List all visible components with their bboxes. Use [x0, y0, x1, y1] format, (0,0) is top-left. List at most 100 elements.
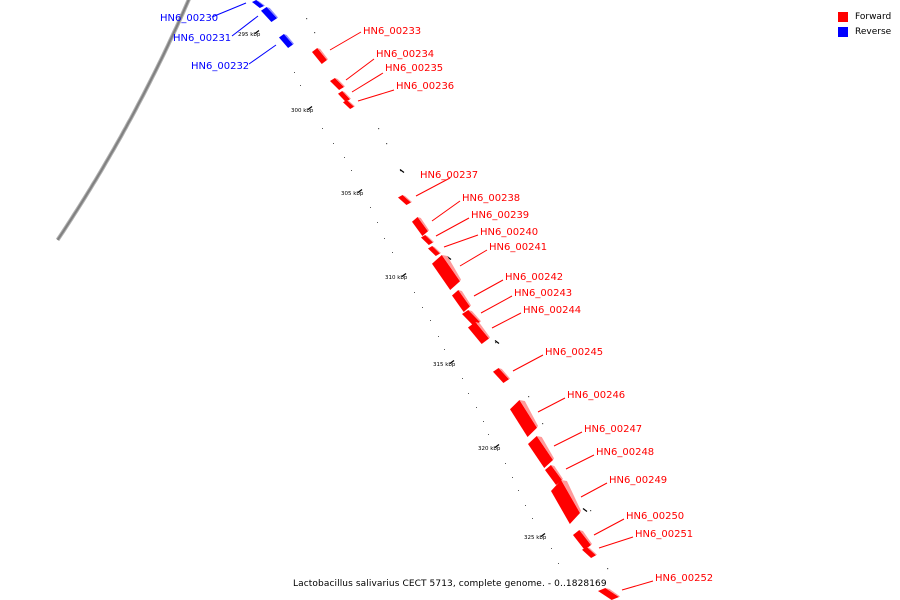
gene-hn6_00238: HN6_00238	[412, 193, 520, 236]
gene-block	[528, 436, 553, 468]
genome-caption: Lactobacillus salivarius CECT 5713, comp…	[293, 579, 607, 589]
tick-label: 325 kbp	[524, 535, 547, 541]
gene-label-leader	[480, 295, 513, 314]
gene-block-highlight	[579, 530, 592, 545]
gene-hn6_00247: HN6_00247	[528, 424, 642, 468]
minor-tick	[505, 463, 506, 464]
outer-major-tick	[399, 169, 405, 173]
gene-block-highlight	[498, 368, 510, 380]
gene-label: HN6_00251	[635, 529, 693, 540]
gene-hn6_00244: HN6_00244	[468, 305, 581, 344]
gene-label: HN6_00235	[385, 63, 443, 74]
gene-block-highlight	[346, 100, 355, 107]
gene-block	[493, 368, 509, 383]
gene-hn6_00252: HN6_00252	[598, 573, 713, 600]
gene-block-highlight	[283, 34, 294, 45]
gene-hn6_00235: HN6_00235	[338, 63, 443, 102]
gene-hn6_00243: HN6_00243	[462, 288, 572, 326]
minor-tick	[351, 170, 352, 171]
minor-tick	[422, 307, 423, 308]
major-tick	[540, 533, 546, 537]
gene-block-highlight	[417, 217, 429, 232]
tick-label: 320 kbp	[478, 446, 501, 452]
gene-label: HN6_00248	[596, 447, 654, 458]
outer-tick	[528, 396, 530, 398]
gene-hn6_00236: HN6_00236	[343, 81, 454, 109]
major-tick	[307, 106, 313, 110]
gene-block	[338, 91, 350, 102]
tick-label: 300 kbp	[291, 108, 314, 114]
gene-block-highlight	[334, 78, 345, 87]
gene-label-leader	[473, 279, 504, 297]
outer-tick	[386, 143, 388, 145]
gene-label: HN6_00239	[471, 210, 529, 221]
gene-block	[598, 588, 619, 600]
gene-hn6_00245: HN6_00245	[493, 347, 603, 383]
minor-tick	[468, 393, 469, 394]
major-tick	[357, 189, 363, 193]
gene-block-highlight	[266, 7, 278, 19]
gene-hn6_00246: HN6_00246	[510, 390, 625, 437]
gene-block	[421, 235, 433, 245]
gene-label-leader	[231, 15, 259, 37]
gene-block	[279, 34, 293, 48]
minor-tick	[294, 72, 295, 73]
gene-label-leader	[329, 31, 362, 51]
minor-tick	[512, 477, 513, 478]
gene-hn6_00232: HN6_00232	[191, 34, 294, 72]
gene-label: HN6_00246	[567, 390, 625, 401]
gene-label-leader	[431, 200, 461, 222]
gene-block	[432, 255, 460, 290]
gene-block-highlight	[317, 48, 328, 60]
gene-label: HN6_00232	[191, 61, 249, 72]
gene-block	[462, 310, 480, 326]
gene-block	[428, 246, 440, 256]
reverse-swatch	[838, 26, 848, 37]
outer-tick	[378, 128, 380, 130]
gene-block-highlight	[425, 235, 434, 243]
gene-block	[312, 48, 327, 64]
tick-label: 315 kbp	[433, 362, 456, 368]
gene-block-highlight	[441, 255, 461, 282]
gene-label-leader	[435, 217, 470, 237]
minor-tick	[488, 434, 489, 435]
gene-block-highlight	[468, 310, 481, 322]
minor-tick	[558, 563, 559, 564]
gene-label-leader	[621, 580, 654, 591]
outer-tick	[607, 568, 609, 570]
gene-label-leader	[345, 58, 375, 81]
gene-label-leader	[565, 454, 595, 470]
gene-label-leader	[357, 89, 395, 102]
gene-label: HN6_00249	[609, 475, 667, 486]
minor-tick	[430, 320, 431, 321]
gene-label-leader	[211, 2, 247, 18]
minor-tick	[322, 128, 323, 129]
gene-label-leader	[491, 312, 522, 329]
gene-block-highlight	[519, 400, 538, 428]
minor-tick	[344, 157, 345, 158]
outer-tick	[542, 423, 544, 425]
gene-hn6_00231: HN6_00231	[173, 7, 278, 44]
major-tick	[494, 444, 500, 448]
gene-block-highlight	[605, 588, 620, 597]
gene-block	[343, 100, 354, 109]
forward-swatch	[838, 11, 848, 22]
gene-label-leader	[593, 518, 625, 536]
gene-block	[261, 7, 277, 22]
gene-label: HN6_00231	[173, 33, 231, 44]
gene-block-highlight	[475, 322, 490, 339]
outer-major-tick	[582, 508, 588, 512]
gene-label-leader	[598, 536, 634, 549]
minor-tick	[518, 490, 519, 491]
tick-label: 305 kbp	[341, 191, 364, 197]
gene-block-highlight	[342, 91, 351, 100]
outer-major-tick	[494, 340, 500, 344]
gene-hn6_00237: HN6_00237	[398, 170, 478, 205]
gene-block-highlight	[536, 436, 554, 460]
minor-tick	[392, 252, 393, 253]
gene-label: HN6_00250	[626, 511, 684, 522]
minor-tick	[525, 505, 526, 506]
gene-label-leader	[537, 397, 566, 413]
gene-label: HN6_00243	[514, 288, 572, 299]
